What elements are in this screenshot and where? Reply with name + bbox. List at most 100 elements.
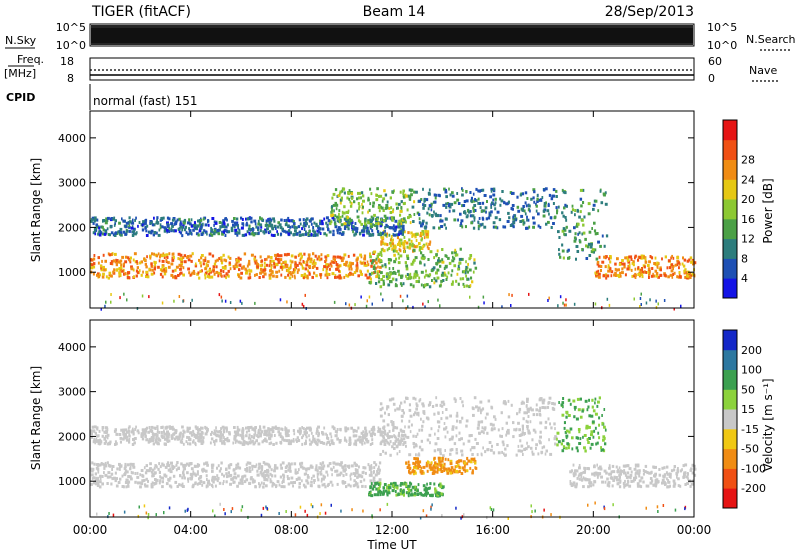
power-cell	[309, 219, 312, 223]
power-cell	[249, 227, 252, 231]
velocity-cell	[386, 493, 389, 497]
velocity-cell	[638, 471, 641, 475]
power-cell	[311, 266, 315, 269]
velocity-cell	[90, 482, 93, 486]
power-cell	[409, 275, 411, 279]
velocity-cell	[232, 476, 235, 480]
velocity-cell	[248, 466, 251, 470]
power-cell	[423, 236, 426, 240]
power-cell	[338, 274, 342, 278]
power-cell	[99, 233, 102, 237]
power-cell	[328, 273, 331, 276]
power-cell	[603, 255, 606, 259]
power-cell	[374, 270, 376, 274]
power-cell	[159, 223, 162, 227]
power-cell	[203, 216, 207, 220]
power-cell	[372, 204, 375, 208]
power-cell	[477, 189, 480, 193]
power-cell	[348, 261, 352, 265]
power-cell	[216, 265, 218, 269]
power-cell	[659, 273, 662, 277]
power-cell	[243, 252, 247, 256]
power-cell	[362, 199, 365, 203]
velocity-cell	[355, 463, 358, 467]
power-cell	[648, 260, 651, 264]
velocity-cell	[440, 417, 443, 421]
power-cell	[142, 221, 145, 225]
power-cell	[655, 272, 659, 275]
velocity-cell	[656, 480, 658, 484]
velocity-cell	[654, 474, 657, 478]
velocity-cell	[131, 443, 135, 446]
velocity-cell	[218, 430, 222, 433]
velocity-cell	[172, 465, 174, 468]
power-cell	[370, 261, 373, 265]
velocity-cell	[463, 464, 466, 468]
velocity-cell	[236, 474, 240, 478]
velocity-cell	[196, 433, 199, 437]
velocity-cell	[305, 439, 307, 443]
velocity-cell	[448, 438, 451, 442]
velocity-cell	[666, 465, 669, 469]
power-cell	[203, 229, 206, 233]
velocity-cell	[182, 433, 185, 436]
velocity-cell	[382, 436, 385, 440]
velocity-cell	[221, 425, 225, 429]
power-cell	[450, 282, 454, 286]
velocity-cell	[150, 482, 153, 486]
power-cell	[154, 261, 157, 265]
power-cell	[441, 271, 445, 275]
power-cell	[366, 229, 370, 233]
power-cell	[548, 193, 551, 197]
velocity-cell	[218, 481, 222, 485]
velocity-cell	[414, 397, 417, 401]
power-cell	[168, 217, 171, 221]
power-cell	[355, 269, 359, 273]
power-cell	[438, 259, 442, 263]
power-cell	[233, 217, 236, 220]
velocity-cell	[291, 462, 293, 466]
velocity-cell	[156, 425, 159, 429]
power-cell	[200, 269, 203, 273]
velocity-cell	[520, 444, 524, 448]
power-cell	[311, 262, 314, 266]
velocity-cell	[354, 439, 357, 443]
velocity-cell	[412, 469, 415, 473]
power-cell	[219, 273, 222, 277]
power-cell	[442, 203, 446, 207]
velocity-cell	[90, 473, 94, 477]
velocity-cell	[407, 460, 410, 464]
velocity-cell	[556, 437, 558, 441]
power-cell	[302, 218, 305, 222]
power-cell	[209, 232, 212, 236]
velocity-cell	[490, 406, 494, 410]
velocity-cell	[264, 437, 267, 441]
power-cell	[236, 258, 238, 262]
power-noise-cell	[354, 303, 356, 307]
velocity-cell	[412, 434, 415, 438]
power-cell	[274, 253, 277, 257]
power-cell	[248, 231, 251, 235]
velocity-cell	[415, 453, 417, 457]
velocity-cell	[97, 434, 100, 438]
velocity-cell	[241, 427, 244, 430]
power-cell	[413, 190, 416, 194]
power-cell	[570, 210, 573, 214]
velocity-cell	[205, 461, 209, 465]
power-cell	[236, 217, 239, 221]
velocity-cell	[212, 440, 216, 444]
velocity-cell	[379, 414, 383, 418]
power-cell	[494, 225, 498, 229]
power-cell	[618, 262, 622, 266]
power-cell	[494, 216, 498, 220]
velocity-cell	[125, 485, 128, 489]
velocity-cell	[197, 435, 201, 439]
power-cell	[314, 254, 317, 258]
velocity-cell	[387, 441, 390, 445]
power-cell	[326, 276, 329, 280]
power-cell	[183, 254, 187, 258]
velocity-cell	[297, 429, 299, 433]
velocity-cell	[471, 453, 474, 456]
power-cell	[369, 187, 372, 191]
velocity-cell	[245, 469, 249, 473]
